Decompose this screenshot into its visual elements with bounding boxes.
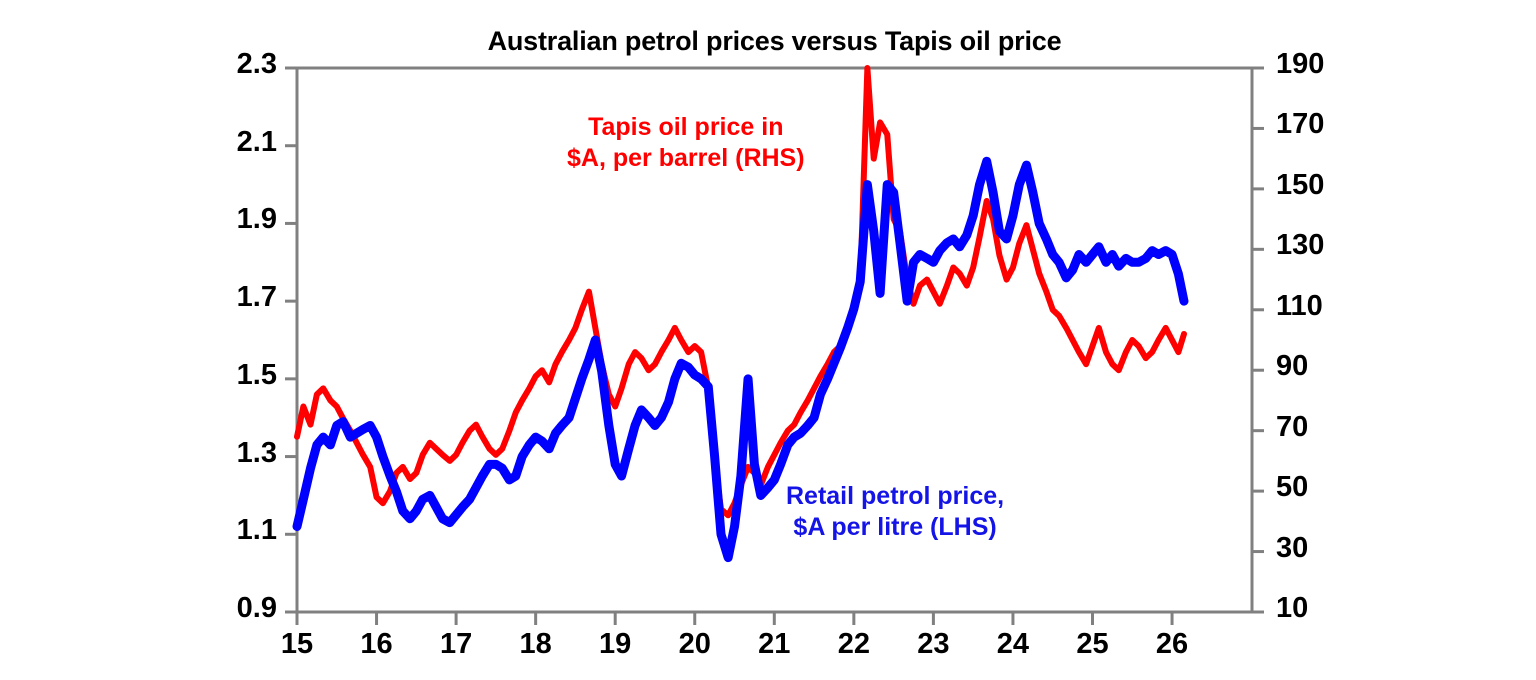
x-axis-tick-label: 20 (678, 628, 711, 660)
y-axis-left-tick-label: 1.9 (236, 203, 277, 236)
y-axis-left-tick-label: 1.5 (236, 358, 277, 391)
x-axis-tick-label: 18 (519, 628, 552, 660)
y-axis-right-tick-label: 70 (1276, 410, 1309, 443)
y-axis-right-tick-label: 30 (1276, 531, 1309, 564)
annotation-tapis-line2: $A, per barrel (RHS) (567, 143, 805, 172)
x-axis-tick-label: 25 (1076, 628, 1109, 660)
x-axis-tick-label: 24 (996, 628, 1030, 660)
y-axis-right-tick-label: 110 (1276, 289, 1323, 322)
y-axis-left-tick-label: 1.1 (236, 514, 277, 547)
annotation-tapis-line1: Tapis oil price in (588, 113, 784, 141)
annotation-retail-line2: $A per litre (LHS) (793, 512, 997, 541)
y-axis-left-tick-label: 2.3 (236, 48, 277, 80)
annotation-retail-petrol-price: Retail petrol price, $A per litre (LHS) (786, 481, 1004, 542)
y-axis-right-tick-label: 170 (1276, 108, 1325, 141)
x-axis-ticks (295, 612, 1174, 625)
y-left-ticks (285, 66, 297, 614)
chart-title: Australian petrol prices versus Tapis oi… (487, 26, 1062, 56)
y-axis-left-tick-label: 0.9 (236, 592, 277, 624)
y-axis-right-tick-label: 150 (1276, 168, 1325, 201)
y-axis-left-tick-label: 1.3 (236, 436, 277, 469)
x-axis-tick-label: 19 (599, 628, 632, 660)
y-axis-left-tick-label: 2.1 (236, 125, 277, 158)
y-right-ticks (1252, 66, 1264, 614)
y-axis-right-tick-label: 90 (1276, 350, 1309, 383)
x-axis-tick-label: 17 (439, 628, 473, 660)
y-axis-left-tick-label: 1.7 (236, 281, 277, 314)
annotation-tapis-oil-price: Tapis oil price in $A, per barrel (RHS) (567, 112, 805, 173)
x-axis-tick-label: 26 (1155, 628, 1189, 660)
x-axis-tick-label: 23 (917, 628, 950, 660)
y-axis-right-tick-label: 190 (1276, 48, 1325, 80)
y-axis-right-tick-label: 10 (1276, 592, 1309, 624)
annotation-retail-line1: Retail petrol price, (786, 482, 1005, 510)
x-axis-tick-label: 21 (758, 628, 791, 660)
x-axis-tick-label: 15 (280, 628, 314, 660)
series-line-retail-petrol-price (292, 156, 1189, 563)
x-axis-tick-label: 22 (837, 628, 870, 660)
y-axis-right-tick-label: 50 (1276, 471, 1309, 504)
x-axis-tick-label: 16 (360, 628, 393, 660)
y-axis-right-tick-label: 130 (1276, 229, 1325, 262)
